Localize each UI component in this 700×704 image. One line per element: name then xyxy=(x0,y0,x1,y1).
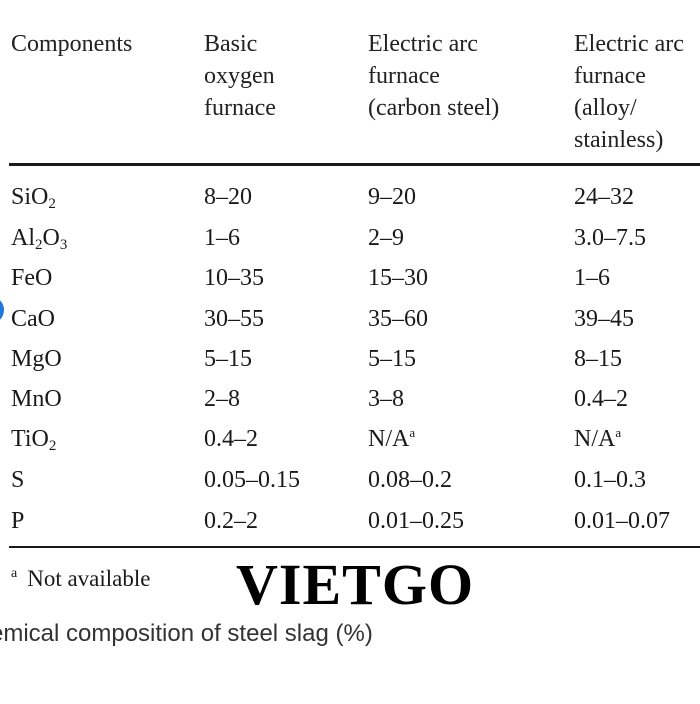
value-cell: N/Aa xyxy=(368,425,416,452)
table-row: P 0.2–2 0.01–0.25 0.01–0.07 xyxy=(0,501,700,541)
component-cell: S xyxy=(11,467,25,493)
value-cell: 15–30 xyxy=(368,265,428,291)
table-row: MnO 2–8 3–8 0.4–2 xyxy=(0,379,700,419)
table-row: CaO 30–55 35–60 39–45 xyxy=(0,299,700,339)
table-row: MgO 5–15 5–15 8–15 xyxy=(0,339,700,379)
table-row: Al2O3 1–6 2–9 3.0–7.5 xyxy=(0,218,700,258)
component-cell: MnO xyxy=(11,386,62,412)
component-cell: MgO xyxy=(11,346,62,372)
footnote-text: Not available xyxy=(27,566,151,591)
component-cell: FeO xyxy=(11,265,53,291)
header-basic-oxygen-furnace: Basic oxygen furnace xyxy=(204,31,276,121)
value-cell: 10–35 xyxy=(204,265,264,291)
table-row: TiO2 0.4–2 N/Aa N/Aa xyxy=(0,419,700,459)
value-cell: 2–8 xyxy=(204,386,240,412)
value-cell: 0.2–2 xyxy=(204,508,258,534)
value-cell: 5–15 xyxy=(204,346,252,372)
value-cell: 0.4–2 xyxy=(204,426,258,452)
value-cell: 1–6 xyxy=(204,225,240,251)
value-cell: 0.1–0.3 xyxy=(574,467,646,493)
figure-caption: emical composition of steel slag (%) xyxy=(0,620,373,647)
value-cell: 0.08–0.2 xyxy=(368,467,452,493)
header-eaf-carbon-steel: Electric arc furnace (carbon steel) xyxy=(368,31,500,121)
value-cell: 8–15 xyxy=(574,346,622,372)
component-cell: P xyxy=(11,508,25,534)
header-rule xyxy=(9,163,700,166)
component-cell: TiO2 xyxy=(11,426,57,454)
component-cell: SiO2 xyxy=(11,184,56,212)
value-cell: 5–15 xyxy=(368,346,416,372)
value-cell: 35–60 xyxy=(368,306,428,332)
value-cell: 0.05–0.15 xyxy=(204,467,300,493)
component-cell: CaO xyxy=(11,306,55,332)
header-eaf-alloy-stainless: Electric arc furnace (alloy/ stainless) xyxy=(574,31,684,153)
value-cell: 9–20 xyxy=(368,184,416,210)
value-cell: 3–8 xyxy=(368,386,404,412)
footnote: a Not available xyxy=(11,558,150,595)
header-components: Components xyxy=(11,31,133,57)
table-row: FeO 10–35 15–30 1–6 xyxy=(0,258,700,298)
value-cell: 0.4–2 xyxy=(574,386,628,412)
value-cell: 8–20 xyxy=(204,184,252,210)
component-cell: Al2O3 xyxy=(11,225,68,253)
watermark-logo: VIETGO xyxy=(236,552,475,617)
table-row: S 0.05–0.15 0.08–0.2 0.1–0.3 xyxy=(0,460,700,500)
value-cell: 24–32 xyxy=(574,184,634,210)
value-cell: 2–9 xyxy=(368,225,404,251)
value-cell: 39–45 xyxy=(574,306,634,332)
value-cell: 0.01–0.25 xyxy=(368,508,464,534)
value-cell: 0.01–0.07 xyxy=(574,508,670,534)
footnote-mark: a xyxy=(11,566,18,581)
value-cell: N/Aa xyxy=(574,425,622,452)
table-row: SiO2 8–20 9–20 24–32 xyxy=(0,177,700,217)
value-cell: 3.0–7.5 xyxy=(574,225,646,251)
value-cell: 1–6 xyxy=(574,265,610,291)
blue-edge-dot xyxy=(0,296,4,324)
value-cell: 30–55 xyxy=(204,306,264,332)
table-bottom-rule xyxy=(9,546,700,548)
